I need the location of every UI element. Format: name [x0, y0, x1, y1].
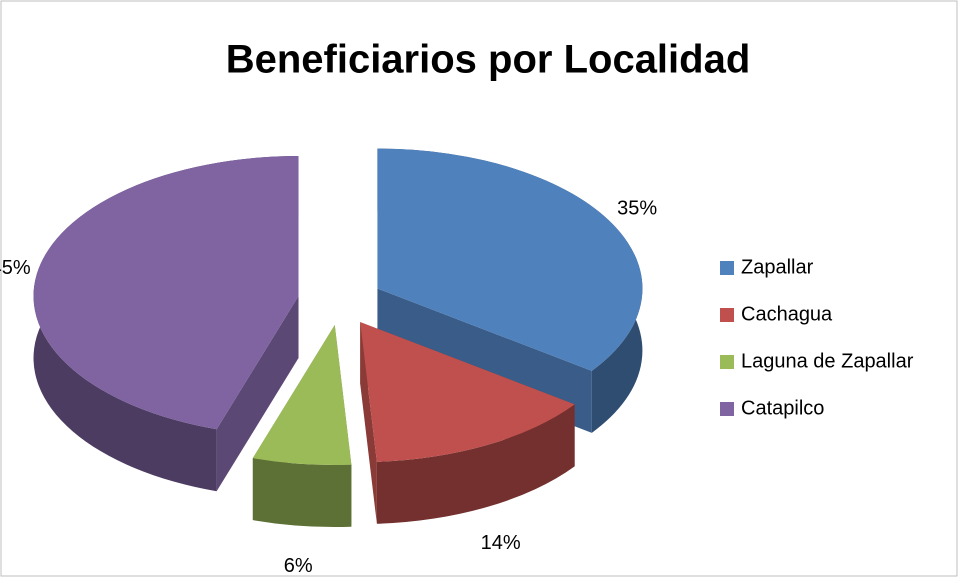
legend-label: Laguna de Zapallar	[741, 350, 914, 372]
data-label: 14%	[481, 532, 521, 554]
slice-side	[252, 458, 352, 528]
slice-top	[33, 156, 299, 430]
slice-top	[377, 148, 643, 371]
legend-label: Cachagua	[741, 303, 833, 325]
legend-swatch	[720, 261, 734, 275]
pie-slice	[252, 325, 352, 528]
data-label: 6%	[284, 555, 313, 577]
pie-slice	[360, 322, 575, 524]
legend-swatch	[720, 355, 734, 369]
pie-slice	[33, 156, 299, 492]
chart-title: Beneficiarios por Localidad	[226, 38, 751, 82]
legend-swatch	[720, 308, 734, 322]
slice-side	[376, 404, 575, 524]
slice-wall	[216, 296, 299, 492]
legend-label: Catapilco	[741, 397, 824, 419]
data-label: 35%	[617, 197, 657, 219]
data-label: 45%	[0, 257, 31, 279]
slice-top	[360, 322, 575, 462]
legend-swatch	[720, 402, 734, 416]
legend-label: Zapallar	[741, 256, 814, 278]
slice-wall	[360, 322, 377, 524]
slice-top	[252, 325, 352, 466]
